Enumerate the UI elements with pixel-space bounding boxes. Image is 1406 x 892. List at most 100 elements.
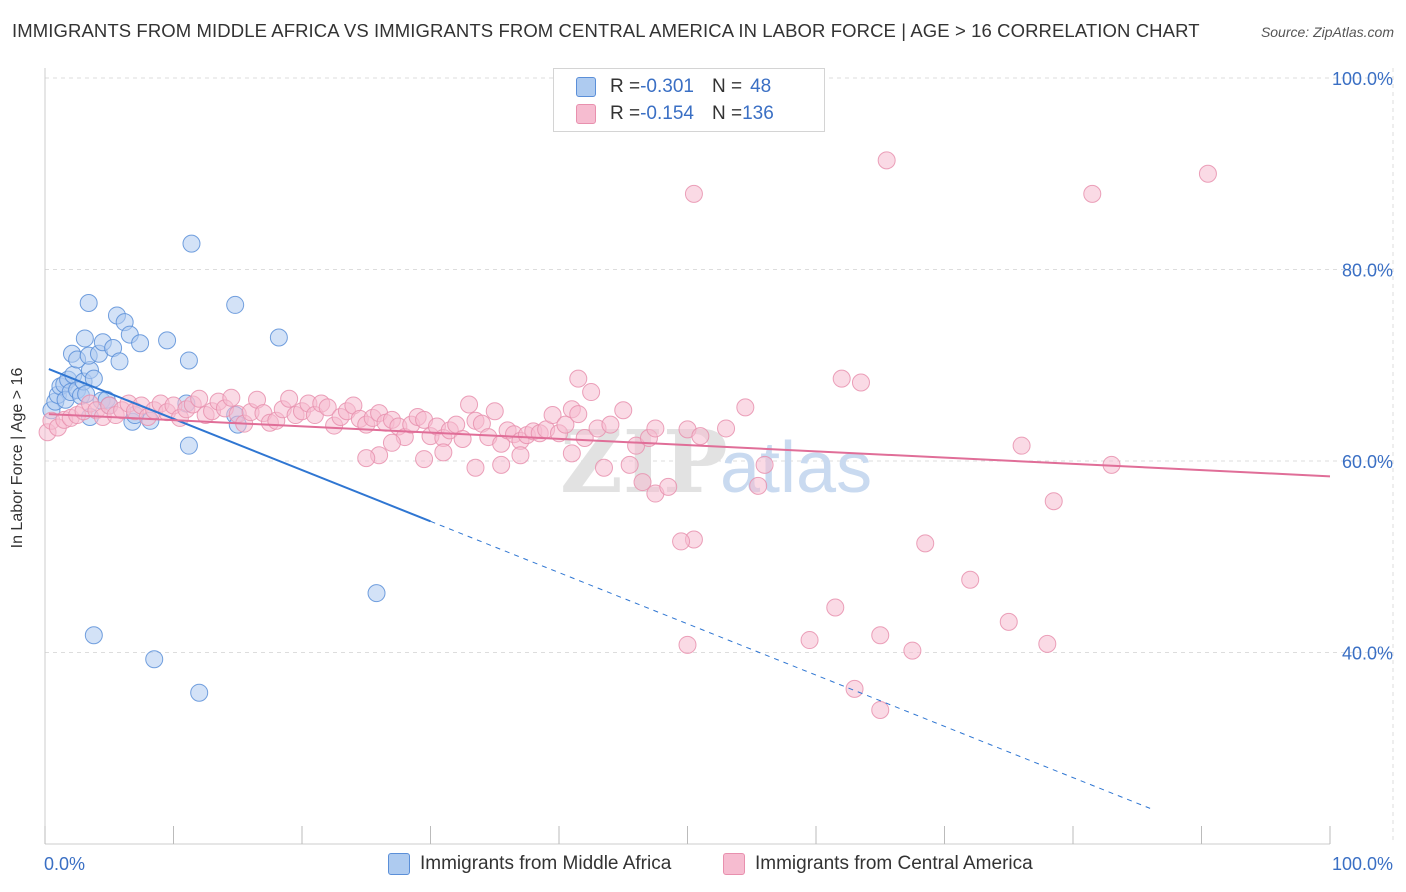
point-central-america [614,401,633,420]
legend-n-value: 136 [742,103,774,124]
bottom-legend-swatch-blue [388,853,410,875]
bottom-legend-central-america: Immigrants from Central America [723,851,1033,877]
legend-swatch-blue [576,77,596,97]
point-central-america [492,455,511,474]
point-middle-africa [79,294,98,313]
point-central-america [684,184,703,203]
point-central-america [871,626,890,645]
point-central-america [633,473,652,492]
legend-swatch-pink [576,104,596,124]
point-central-america [832,369,851,388]
point-middle-africa [110,352,129,371]
trendline-middle-africa-extension [430,520,1151,809]
point-central-america [415,450,434,469]
point-central-america [736,398,755,417]
point-central-america [749,476,768,495]
point-central-america [826,598,845,617]
point-central-america [1044,492,1063,511]
point-middle-africa [182,234,201,253]
legend-row-central-america: R = -0.154 N = 136 [576,103,774,125]
points-layer [38,151,1217,719]
watermark-atlas: atlas [720,428,872,508]
point-central-america [1038,634,1057,653]
point-central-america [357,449,376,468]
point-central-america [620,455,639,474]
point-central-america [691,427,710,446]
point-middle-africa [179,436,198,455]
point-central-america [800,631,819,650]
legend-box: R = -0.301 N = 48 R = -0.154 N = 136 [553,68,825,132]
y-tick-label: 100.0% [1332,69,1393,89]
point-middle-africa [75,329,94,348]
point-central-america [485,402,504,421]
legend-n-label: N = [711,76,743,97]
point-middle-africa [84,626,103,645]
bottom-legend-swatch-pink [723,853,745,875]
point-central-america [851,373,870,392]
point-central-america [511,446,530,465]
legend-r-value: -0.301 [640,76,694,97]
point-central-america [646,419,665,438]
point-central-america [1012,436,1031,455]
y-tick-label: 60.0% [1342,452,1393,472]
point-central-america [280,389,299,408]
point-central-america [999,612,1018,631]
y-tick-label: 40.0% [1342,644,1393,664]
point-middle-africa [179,351,198,370]
point-central-america [672,532,691,551]
point-central-america [916,534,935,553]
point-central-america [582,383,601,402]
legend-n-value: 48 [750,76,772,97]
source-label: Source: ZipAtlas.com [1260,24,1394,40]
chart-title: IMMIGRANTS FROM MIDDLE AFRICA VS IMMIGRA… [12,20,1200,41]
point-central-america [659,477,678,496]
point-central-america [877,151,896,170]
trend-layer [48,368,1331,809]
bottom-legend-middle-africa: Immigrants from Middle Africa [388,851,671,877]
point-central-america [594,458,613,477]
bottom-legend-label: Immigrants from Middle Africa [420,853,672,874]
point-central-america [755,455,774,474]
legend-r-label: R = [610,76,641,97]
legend-r-label: R = [610,103,641,124]
bottom-legend-label: Immigrants from Central America [755,853,1033,874]
point-middle-africa [226,295,245,314]
point-central-america [678,635,697,654]
x-tick-label-max: 100.0% [1332,854,1393,874]
point-central-america [466,458,485,477]
point-central-america [569,369,588,388]
grid-layer [45,68,1394,844]
point-central-america [961,570,980,589]
point-central-america [556,415,575,434]
legend-n-label: N = [711,103,743,124]
point-central-america [318,398,337,417]
trendline-central-america [48,413,1331,478]
trendline-middle-africa [48,368,431,523]
y-tick-label: 80.0% [1342,261,1393,281]
point-middle-africa [131,334,150,353]
point-middle-africa [269,328,288,347]
point-middle-africa [190,683,209,702]
point-central-america [717,419,736,438]
legend-r-value: -0.154 [640,103,694,124]
point-central-america [382,433,401,452]
point-central-america [845,679,864,698]
axis-layer [44,68,1331,845]
point-central-america [903,641,922,660]
point-central-america [222,388,241,407]
point-central-america [575,429,594,448]
point-central-america [1198,164,1217,183]
point-middle-africa [158,331,177,350]
point-central-america [1083,184,1102,203]
point-central-america [601,415,620,434]
point-middle-africa [367,584,386,603]
point-central-america [871,700,890,719]
point-central-america [190,389,209,408]
watermark-zip: ZIP [560,412,728,513]
x-tick-label-min: 0.0% [44,854,85,874]
point-central-america [562,444,581,463]
point-middle-africa [145,650,164,669]
point-central-america [543,406,562,425]
point-central-america [460,395,479,414]
